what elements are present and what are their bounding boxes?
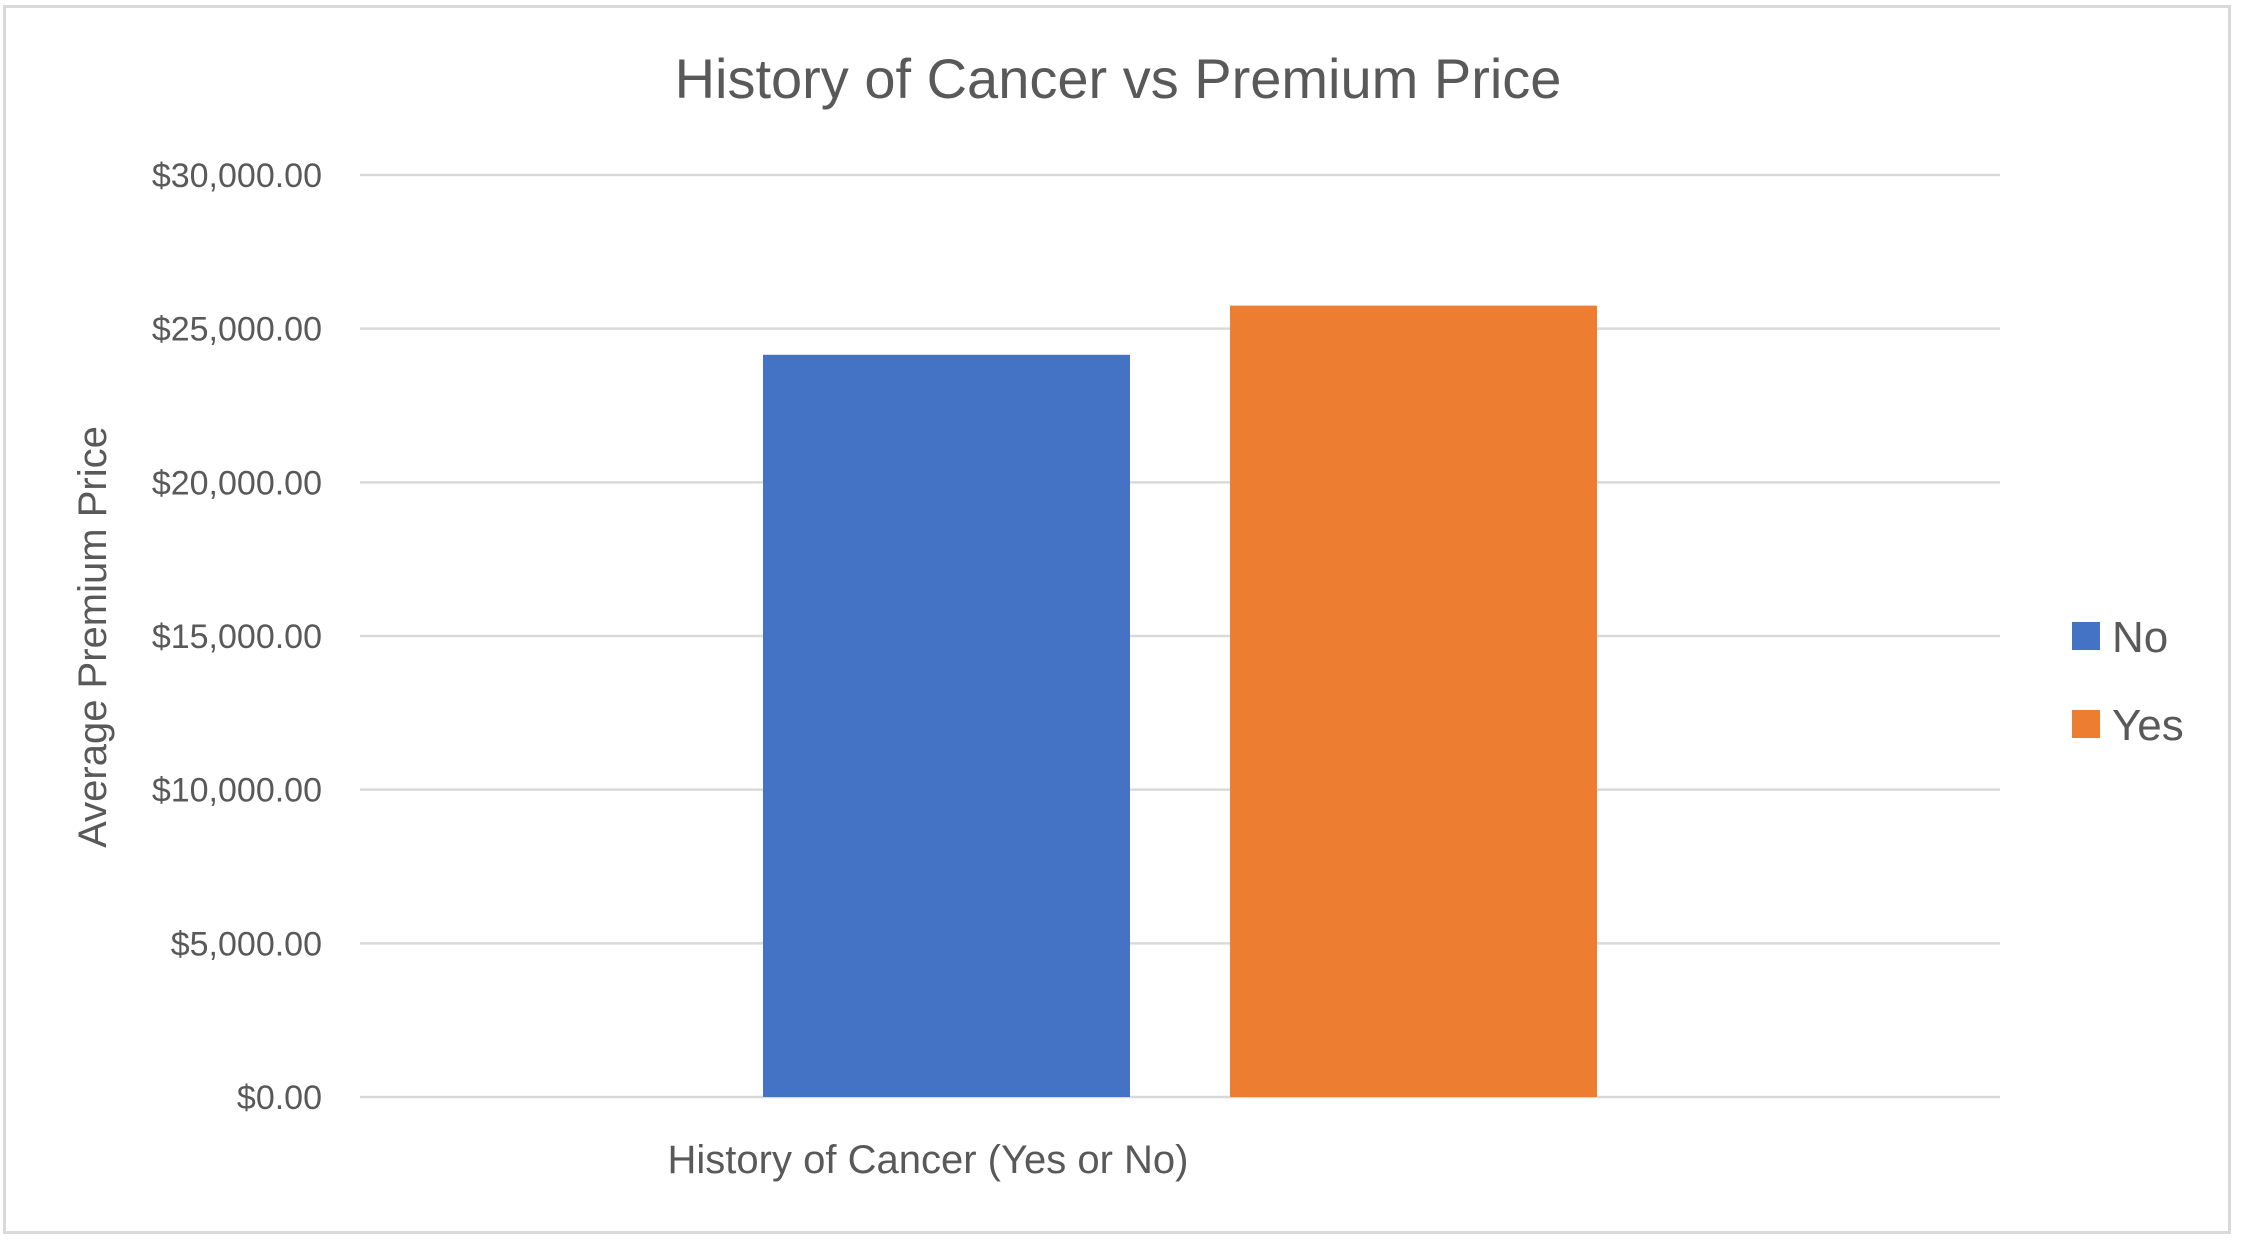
y-axis-tick-labels: $0.00 $5,000.00 $10,000.00 $15,000.00 $20,00… [152,157,322,1117]
bar-yes [1230,305,1597,1097]
bars [763,305,1597,1097]
legend-swatch-no [2072,622,2100,650]
y-axis-label: Average Premium Price [71,426,115,848]
legend-swatch-yes [2072,710,2100,738]
y-tick-label: $5,000.00 [171,925,322,963]
y-tick-label: $15,000.00 [152,618,322,656]
y-tick-label: $10,000.00 [152,772,322,810]
y-tick-label: $0.00 [237,1079,322,1117]
legend: No Yes [2072,613,2184,750]
y-tick-label: $20,000.00 [152,464,322,502]
y-tick-label: $30,000.00 [152,157,322,195]
x-axis-label: History of Cancer (Yes or No) [668,1138,1189,1182]
y-tick-label: $25,000.00 [152,311,322,349]
legend-label-no: No [2112,613,2168,662]
legend-label-yes: Yes [2112,701,2184,750]
gridlines [360,173,2000,1099]
chart-title: History of Cancer vs Premium Price [675,47,1562,110]
bar-no [763,354,1130,1097]
